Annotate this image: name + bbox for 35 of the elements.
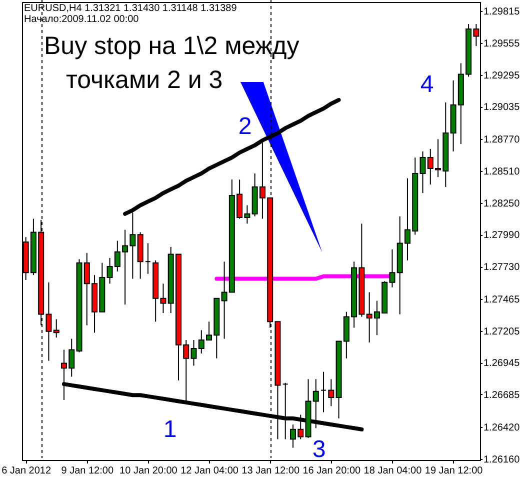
y-tick-label: 1.29815 [484, 6, 520, 18]
annotation: точками 2 и 3 [66, 66, 223, 94]
chart-title: EURUSD,H4 1.31321 1.31430 1.31148 1.31389 [24, 3, 238, 14]
y-tick-label: 1.26685 [484, 390, 520, 401]
x-tick-label: 12 Jan 04:00 [180, 466, 239, 476]
candlestick [320, 371, 327, 413]
text: Начало:2009.11.02 00:00 [24, 14, 140, 25]
candlestick [328, 378, 334, 407]
y-tick-label: 1.27465 [484, 294, 520, 306]
y-tick-label: 1.29295 [484, 70, 520, 82]
y-tick-label: 1.27205 [484, 326, 520, 338]
x-tick-label: 6 Jan 2012 [2, 466, 52, 476]
candlestick [144, 242, 151, 274]
y-tick-label: 1.26420 [484, 422, 520, 434]
annotation: 2 [238, 113, 252, 140]
y-tick-label: 1.28770 [484, 134, 520, 146]
y-tick-label: 1.29035 [484, 102, 520, 114]
y-tick-label: 1.27990 [484, 230, 520, 242]
x-tick-label: 9 Jan 12:00 [61, 466, 114, 476]
x-tick-label: 19 Jan 12:00 [424, 466, 484, 476]
y-tick-label: 1.28510 [484, 166, 520, 178]
annotation: 3 [312, 436, 326, 463]
candlestick [53, 318, 60, 338]
annotation: Buy stop на 1\2 между [44, 32, 300, 60]
annotation: 1 [163, 416, 177, 443]
y-tick-label: 1.27730 [484, 262, 520, 274]
y-tick-label: 1.29555 [484, 38, 520, 50]
x-tick-label: 13 Jan 12:00 [242, 466, 300, 476]
y-tick-label: 1.26160 [484, 454, 520, 466]
y-tick-label: 1.26945 [484, 358, 520, 370]
x-tick-label: 18 Jan 04:00 [364, 466, 422, 476]
y-tick-label: 1.28250 [484, 198, 520, 210]
annotation: 4 [420, 71, 434, 98]
x-tick-label: 16 Jan 20:00 [302, 466, 361, 476]
x-tick-label: 10 Jan 20:00 [120, 466, 178, 476]
